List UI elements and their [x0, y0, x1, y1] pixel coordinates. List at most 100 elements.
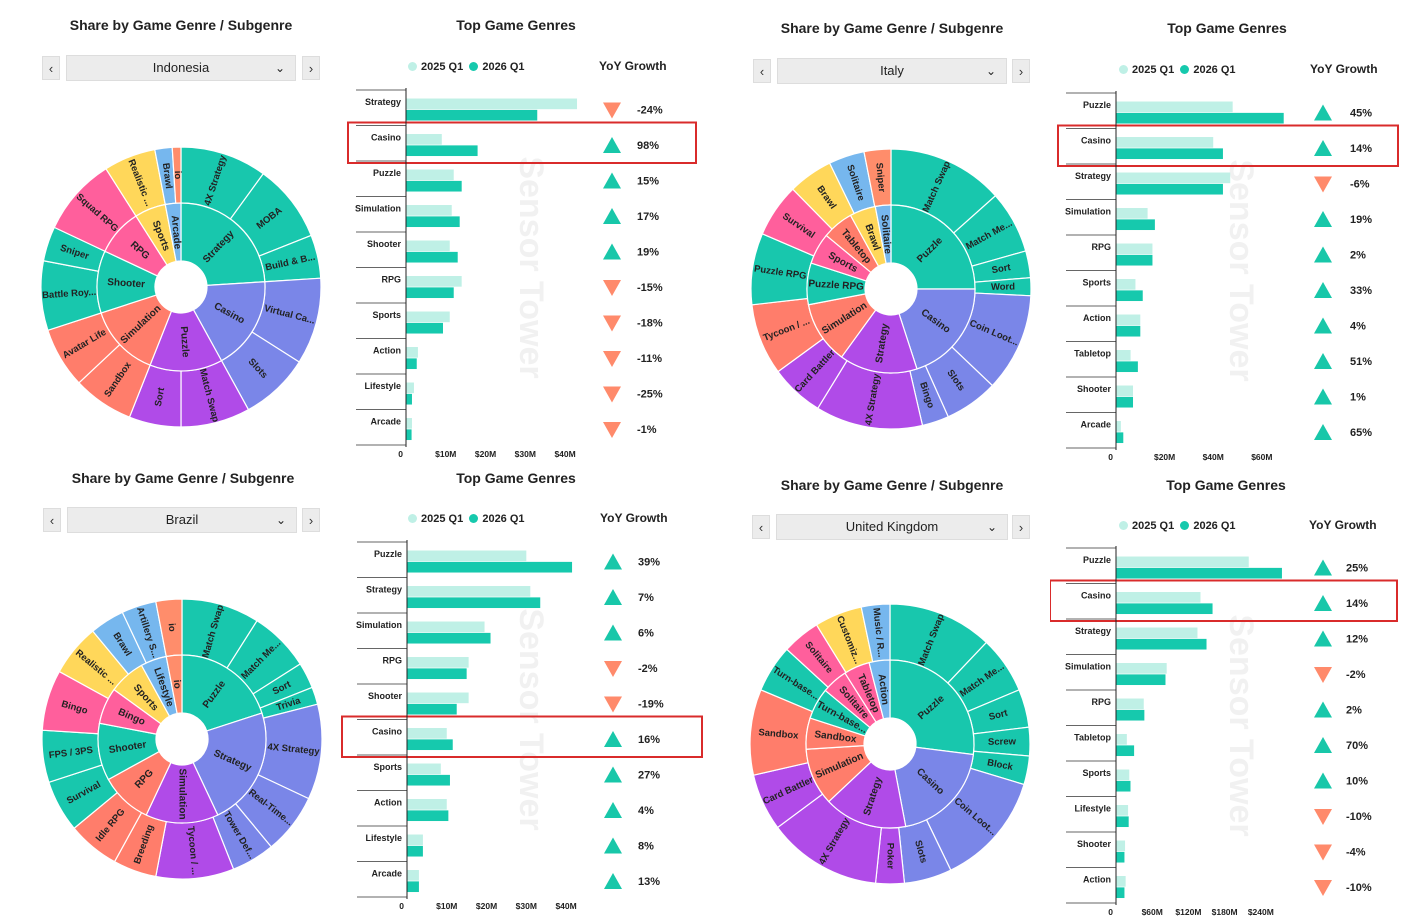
- bar-2026[interactable]: [407, 881, 419, 893]
- bar-2025[interactable]: [407, 657, 469, 668]
- bar-2025[interactable]: [1116, 627, 1198, 639]
- bar-2025[interactable]: [1116, 592, 1201, 603]
- bar-2026[interactable]: [406, 429, 412, 441]
- bar-2026[interactable]: [406, 251, 458, 263]
- bar-2025[interactable]: [406, 134, 442, 145]
- bar-2026[interactable]: [1116, 816, 1129, 828]
- bar-2025[interactable]: [1116, 840, 1126, 852]
- bar-2025[interactable]: [406, 98, 578, 110]
- bar-2025[interactable]: [406, 205, 452, 216]
- bar-2025[interactable]: [406, 347, 418, 358]
- bar-2025[interactable]: [1116, 698, 1144, 710]
- next-country-button[interactable]: ›: [302, 508, 320, 532]
- genre-label: Puzzle: [1083, 100, 1111, 110]
- bar-2025[interactable]: [407, 799, 447, 810]
- bar-2026[interactable]: [406, 180, 462, 192]
- bar-2025[interactable]: [406, 240, 450, 252]
- yoy-value: 19%: [637, 247, 659, 259]
- bar-2025[interactable]: [1116, 243, 1153, 255]
- bar-2025[interactable]: [1116, 556, 1249, 568]
- bar-2026[interactable]: [1116, 745, 1135, 757]
- bar-2025[interactable]: [1116, 279, 1136, 290]
- bar-2026[interactable]: [1116, 432, 1124, 444]
- bar-2026[interactable]: [407, 774, 450, 786]
- prev-country-button[interactable]: ‹: [43, 508, 61, 532]
- bar-2026[interactable]: [407, 561, 573, 573]
- bar-2026[interactable]: [1116, 361, 1138, 373]
- bar-2026[interactable]: [1116, 709, 1145, 721]
- next-country-button[interactable]: ›: [302, 56, 320, 80]
- bar-2025[interactable]: [1116, 314, 1141, 326]
- bar-2025[interactable]: [406, 418, 412, 429]
- bar-2026[interactable]: [406, 216, 460, 228]
- bar-2025[interactable]: [1116, 350, 1131, 361]
- bar-2026[interactable]: [1116, 219, 1155, 231]
- prev-country-button[interactable]: ‹: [752, 515, 770, 539]
- bar-2026[interactable]: [406, 322, 443, 334]
- bar-2025[interactable]: [1116, 172, 1231, 184]
- bar-2026[interactable]: [406, 393, 412, 405]
- bar-2025[interactable]: [1116, 137, 1214, 148]
- bar-2025[interactable]: [1116, 769, 1130, 781]
- bar-2026[interactable]: [407, 810, 449, 822]
- bar-2025[interactable]: [1116, 734, 1127, 745]
- country-select[interactable]: Italy ⌄: [777, 58, 1007, 84]
- bar-2026[interactable]: [1116, 674, 1166, 686]
- genre-label: Shooter: [368, 691, 402, 701]
- next-country-button[interactable]: ›: [1012, 515, 1030, 539]
- bar-2025[interactable]: [407, 692, 469, 704]
- bar-2026[interactable]: [406, 358, 417, 370]
- bar-2026[interactable]: [407, 632, 491, 644]
- bar-2025[interactable]: [1116, 876, 1126, 887]
- prev-country-button[interactable]: ‹: [753, 59, 771, 83]
- bar-2025[interactable]: [407, 621, 485, 633]
- legend-2026-label: 2026 Q1: [1193, 64, 1236, 76]
- country-select[interactable]: Brazil ⌄: [67, 507, 297, 533]
- bar-2025[interactable]: [406, 311, 450, 323]
- bar-2025[interactable]: [1116, 805, 1129, 816]
- prev-country-button[interactable]: ‹: [42, 56, 60, 80]
- bar-2025[interactable]: [406, 276, 462, 287]
- bar-2025[interactable]: [407, 763, 441, 775]
- bar-2026[interactable]: [406, 145, 478, 157]
- bar-2025[interactable]: [407, 870, 419, 881]
- bar-2026[interactable]: [1116, 396, 1134, 408]
- bar-2026[interactable]: [1116, 183, 1223, 195]
- bar-2026[interactable]: [407, 845, 423, 857]
- bar-2026[interactable]: [407, 597, 541, 609]
- bar-2025[interactable]: [406, 169, 454, 181]
- bar-2025[interactable]: [407, 586, 531, 597]
- bar-2025[interactable]: [407, 728, 447, 739]
- bar-2026[interactable]: [407, 739, 453, 751]
- bar-2025[interactable]: [1116, 663, 1167, 674]
- bar-2025[interactable]: [1116, 385, 1134, 397]
- legend-2025-swatch: [1119, 521, 1128, 530]
- top-genres-title: Top Game Genres: [1166, 477, 1286, 493]
- bar-2026[interactable]: [1116, 851, 1125, 863]
- bar-2026[interactable]: [406, 109, 538, 121]
- bar-2026[interactable]: [1116, 567, 1282, 579]
- bar-2026[interactable]: [1116, 290, 1143, 302]
- sunburst-inner-segment[interactable]: [889, 659, 975, 756]
- country-select[interactable]: Indonesia ⌄: [66, 55, 296, 81]
- bar-2026[interactable]: [1116, 780, 1131, 792]
- bar-2025[interactable]: [1116, 208, 1148, 219]
- bar-2026[interactable]: [1116, 254, 1153, 266]
- bar-2025[interactable]: [406, 382, 414, 394]
- bar-2026[interactable]: [1116, 887, 1125, 899]
- bar-2026[interactable]: [407, 703, 457, 715]
- country-select[interactable]: United Kingdom ⌄: [776, 514, 1008, 540]
- bar-2026[interactable]: [1116, 148, 1223, 160]
- sunburst-outer-label: io: [166, 623, 178, 633]
- next-country-button[interactable]: ›: [1012, 59, 1030, 83]
- bar-2025[interactable]: [1116, 421, 1121, 432]
- bar-2025[interactable]: [407, 550, 527, 562]
- bar-2026[interactable]: [1116, 638, 1207, 650]
- bar-2026[interactable]: [407, 668, 467, 680]
- bar-2025[interactable]: [1116, 101, 1233, 113]
- bar-2026[interactable]: [1116, 112, 1284, 124]
- bar-2026[interactable]: [1116, 325, 1141, 337]
- bar-2026[interactable]: [406, 287, 454, 299]
- bar-2025[interactable]: [407, 834, 423, 846]
- bar-2026[interactable]: [1116, 603, 1213, 615]
